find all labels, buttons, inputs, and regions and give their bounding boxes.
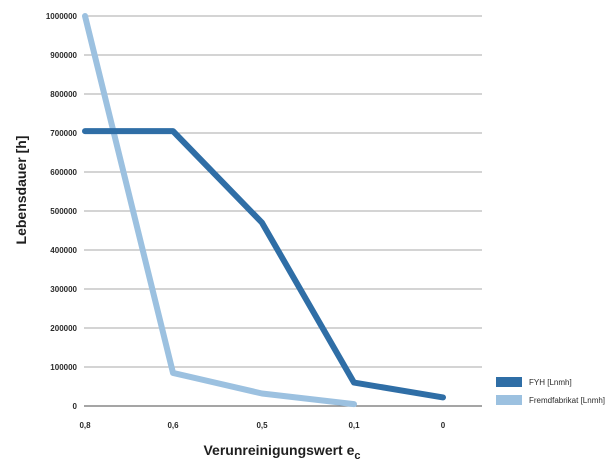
series-line-fyh xyxy=(82,128,446,401)
x-tick-label: 0,6 xyxy=(167,421,179,430)
x-axis-title-subscript: c xyxy=(354,450,360,462)
y-tick-label: 100000 xyxy=(50,363,77,372)
legend: FYH [Lnmh] Fremdfabrikat [Lnmh] xyxy=(496,377,605,405)
x-tick-labels: 0,8 0,6 0,5 0,1 0 xyxy=(79,421,445,430)
legend-swatch-fremdfabrikat xyxy=(496,395,522,405)
y-tick-label: 600000 xyxy=(50,168,77,177)
y-tick-label: 300000 xyxy=(50,285,77,294)
y-tick-labels: 0 100000 200000 300000 400000 500000 600000 700… xyxy=(46,12,78,411)
y-tick-label: 800000 xyxy=(50,90,77,99)
y-tick-label: 700000 xyxy=(50,129,77,138)
x-tick-label: 0,8 xyxy=(79,421,91,430)
grid-lines xyxy=(84,15,482,407)
series-line-fremdfabrikat xyxy=(82,13,357,408)
y-tick-label: 200000 xyxy=(50,324,77,333)
y-tick-label: 900000 xyxy=(50,51,77,60)
y-axis-title: Lebensdauer [h] xyxy=(13,136,29,245)
y-tick-label: 1000000 xyxy=(46,12,78,21)
x-axis-title-main: Verunreinigungswert e xyxy=(203,442,354,458)
x-tick-label: 0,5 xyxy=(256,421,268,430)
y-tick-label: 500000 xyxy=(50,207,77,216)
y-tick-label: 400000 xyxy=(50,246,77,255)
x-axis-title: Verunreinigungswert ec xyxy=(203,442,360,462)
legend-label-fyh: FYH [Lnmh] xyxy=(529,378,572,387)
series-lines xyxy=(82,13,446,408)
legend-swatch-fyh xyxy=(496,377,522,387)
y-tick-label: 0 xyxy=(73,402,78,411)
x-tick-label: 0,1 xyxy=(348,421,360,430)
x-tick-label: 0 xyxy=(441,421,446,430)
legend-label-fremdfabrikat: Fremdfabrikat [Lnmh] xyxy=(529,396,605,405)
